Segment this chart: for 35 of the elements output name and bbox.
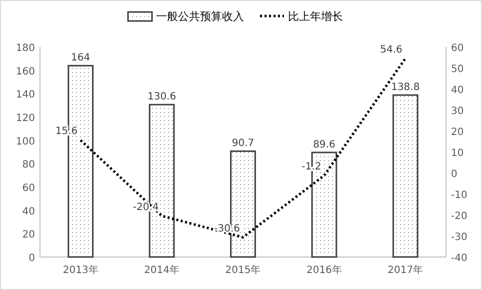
- y-tick-label: 160: [16, 66, 35, 78]
- y2-tick-label: 10: [451, 148, 464, 159]
- data-label: 164: [71, 52, 90, 64]
- x-tick-label: 2017年: [388, 264, 424, 276]
- x-tick-label: 2013年: [62, 264, 98, 276]
- y2-tick-label: 0: [451, 169, 458, 180]
- y-tick-label: 40: [22, 206, 35, 218]
- y-tick-label: 60: [22, 183, 35, 194]
- x-tick-label: 2015年: [225, 264, 261, 276]
- data-label: 130.6: [147, 92, 176, 103]
- y2-tick-label: 20: [451, 127, 464, 138]
- y-tick-label: 80: [22, 160, 35, 171]
- y-tick-label: 0: [28, 253, 35, 264]
- data-label: 54.6: [380, 44, 402, 56]
- y-tick-label: 20: [22, 230, 35, 241]
- y2-tick-label: -40: [451, 253, 468, 264]
- y2-tick-label: -20: [451, 211, 468, 222]
- x-tick-label: 2016年: [306, 264, 342, 276]
- data-label: 138.8: [391, 82, 420, 94]
- legend-label: 比上年增长: [288, 10, 343, 23]
- y-tick-label: 100: [16, 136, 35, 148]
- y2-tick-label: -30: [451, 232, 468, 243]
- bar: [392, 94, 418, 258]
- y2-tick-label: 50: [451, 64, 464, 75]
- legend-label: 一般公共预算收入: [156, 10, 244, 23]
- y-tick-label: 120: [16, 113, 35, 124]
- y2-tick-label: -10: [451, 190, 468, 201]
- y-tick-label: 140: [16, 90, 35, 101]
- y-tick-label: 180: [16, 43, 35, 54]
- y2-tick-label: 30: [451, 106, 464, 117]
- data-label: 90.7: [232, 138, 254, 150]
- y2-tick-label: 60: [451, 43, 464, 54]
- y2-tick-label: 40: [451, 85, 464, 96]
- data-label: 89.6: [313, 139, 336, 150]
- x-tick-label: 2014年: [144, 264, 180, 276]
